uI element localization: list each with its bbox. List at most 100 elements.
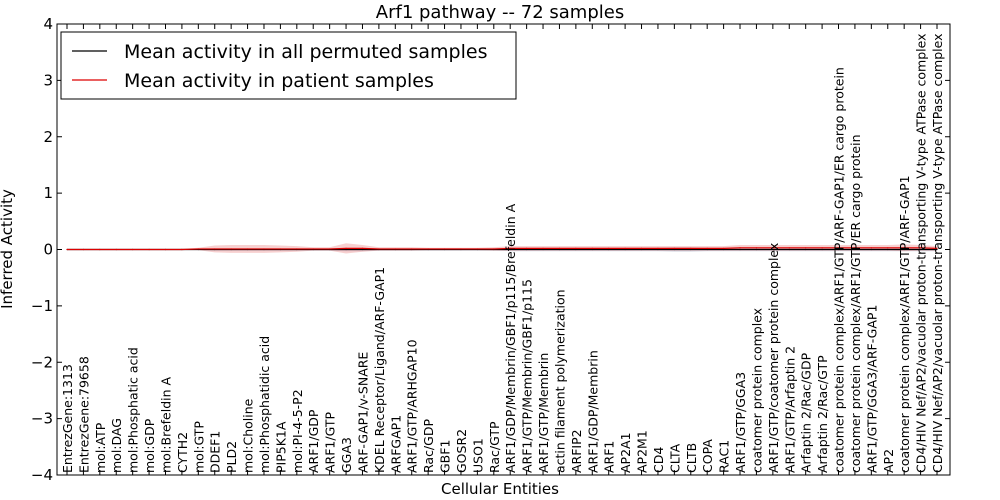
point-series-0 (542, 248, 544, 251)
point-series-0 (772, 248, 774, 251)
y-tick-label: 3 (43, 71, 53, 89)
point-series-1 (690, 247, 692, 249)
x-tick-label: CYTH2 (175, 432, 190, 473)
x-tick-label: Arfaptin 2/Rac/GDP (799, 352, 814, 473)
y-tick-label: −4 (31, 466, 53, 484)
x-tick-label: CD4/HIV Nef/AP2/vacuolar proton-transpor… (930, 34, 945, 474)
point-series-0 (624, 248, 626, 251)
point-series-1 (706, 247, 708, 249)
point-series-1 (99, 248, 101, 251)
point-series-1 (411, 248, 413, 250)
x-tick-label: DDEF1 (208, 431, 223, 473)
point-series-1 (427, 248, 429, 250)
y-axis-label: Inferred Activity (0, 189, 16, 309)
x-tick-label: GGA3 (339, 437, 354, 473)
x-tick-label: ARF-GAP1/v-SNARE (355, 352, 370, 473)
y-axis-ticks: −4 −3 −2 −1 0 1 2 3 4 (31, 15, 950, 484)
x-tick-label: mol:Phosphatic acid (126, 347, 141, 473)
x-tick-label: ARF1/GTP/Membrin/GBF1/p115 (520, 279, 535, 473)
point-series-1 (870, 247, 872, 249)
y-tick-label: 2 (43, 128, 53, 146)
x-tick-label: mol:Phosphatidic acid (257, 336, 272, 473)
x-tick-label: mol:ATP (93, 422, 108, 473)
x-tick-label: coatomer protein complex/ARF1/GTP/ER car… (848, 134, 863, 473)
point-series-1 (214, 248, 216, 250)
point-series-1 (148, 248, 150, 251)
y-tick-label: 1 (43, 184, 53, 202)
x-tick-label: ARFIP2 (569, 429, 584, 473)
y-tick-label: 4 (43, 15, 53, 33)
x-tick-label: ARF1/GDP/Membrin (585, 350, 600, 473)
point-series-0 (575, 248, 577, 251)
point-series-1 (329, 248, 331, 250)
point-series-1 (82, 248, 85, 251)
line-series-1 (67, 247, 938, 251)
point-series-1 (903, 247, 905, 249)
plot-area-frame (56, 23, 951, 476)
x-tick-label: KDEL Receptor/Ligand/ARF-GAP1 (372, 267, 387, 473)
point-series-1 (509, 247, 511, 249)
point-series-1 (460, 248, 462, 250)
x-tick-label: mol:GTP (191, 421, 206, 473)
x-tick-label: USO1 (470, 438, 485, 473)
point-series-1 (197, 248, 199, 250)
point-series-0 (558, 248, 561, 251)
point-series-1 (624, 247, 626, 249)
y-tick-label: −2 (31, 353, 53, 371)
point-series-1 (608, 247, 610, 249)
x-tick-label: ARF1/GTP/Membrin (536, 353, 551, 473)
x-tick-label: coatomer protein complex/ARF1/GTP/ARF-GA… (897, 175, 912, 473)
y-tick-label: −1 (31, 297, 53, 315)
point-series-0 (903, 248, 905, 251)
point-series-0 (805, 248, 807, 251)
point-series-1 (443, 248, 446, 250)
x-tick-label: ARF1/GDP/Membrin/GBF1/p115/Brefeldin A (503, 203, 518, 473)
x-tick-label: ARF1/GTP (323, 412, 338, 473)
x-tick-label: coatomer protein complex/ARF1/GTP/ARF-GA… (832, 67, 847, 473)
point-series-1 (805, 247, 807, 249)
point-series-1 (919, 247, 922, 249)
x-tick-label: CLTA (667, 443, 682, 473)
x-tick-label: ARF1/GTP/GGA3/ARF-GAP1 (864, 305, 879, 473)
x-tick-label: PIP5K1A (273, 421, 288, 473)
point-series-0 (509, 248, 511, 251)
x-tick-label: mol:Brefeldin A (158, 376, 173, 473)
x-tick-label: Rac/GTP (487, 421, 502, 473)
y-tick-label: −3 (31, 410, 53, 428)
point-series-0 (526, 248, 528, 251)
point-series-1 (542, 247, 544, 249)
point-series-1 (66, 248, 68, 251)
point-series-0 (361, 248, 364, 251)
legend-label-permuted: Mean activity in all permuted samples (124, 41, 487, 63)
point-series-1 (181, 248, 183, 251)
legend-label-patient: Mean activity in patient samples (124, 70, 434, 92)
x-tick-label: AP2 (881, 449, 896, 473)
x-tick-label: ARF1/GTP/ARHGAP10 (405, 339, 420, 473)
point-series-1 (788, 247, 790, 249)
point-series-1 (936, 247, 938, 249)
point-series-0 (788, 248, 790, 251)
point-series-1 (558, 247, 561, 249)
x-tick-label: AP2M1 (635, 430, 650, 473)
point-series-1 (673, 247, 675, 249)
point-series-0 (706, 248, 708, 251)
point-series-1 (263, 248, 265, 250)
x-tick-label: ARFGAP1 (388, 415, 403, 473)
x-axis-ticks: EntrezGene:1313 EntrezGene:79658 mol:ATP mo… (60, 24, 945, 475)
point-series-1 (345, 247, 347, 249)
x-tick-label: mol:PI-4-5-P2 (290, 389, 305, 473)
x-tick-label: RAC1 (717, 440, 732, 473)
point-series-0 (755, 248, 758, 251)
point-series-1 (230, 248, 232, 250)
legend-box (60, 31, 517, 100)
point-series-1 (657, 247, 659, 249)
x-tick-label: CD4/HIV Nef/AP2/vacuolar proton-transpor… (914, 33, 929, 473)
point-series-0 (591, 248, 593, 251)
point-series-1 (246, 248, 249, 250)
x-tick-label: mol:DAG (109, 418, 124, 473)
point-series-1 (591, 247, 593, 249)
point-series-1 (394, 248, 396, 250)
point-series-0 (919, 248, 922, 251)
point-series-1 (837, 247, 840, 249)
point-series-0 (854, 248, 856, 251)
